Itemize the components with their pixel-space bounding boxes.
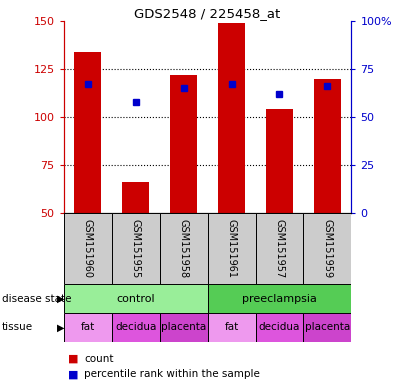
Text: GSM151959: GSM151959: [323, 219, 332, 278]
Text: GSM151961: GSM151961: [226, 219, 236, 278]
Text: ■: ■: [68, 354, 79, 364]
Text: count: count: [84, 354, 114, 364]
Bar: [64, 213, 112, 284]
Text: tissue: tissue: [2, 322, 33, 333]
Bar: [314, 79, 341, 213]
Bar: [266, 109, 293, 213]
Bar: [122, 182, 149, 213]
Bar: [159, 313, 208, 342]
Bar: [171, 75, 197, 213]
Text: placenta: placenta: [161, 322, 206, 333]
Bar: [208, 284, 351, 313]
Bar: [303, 213, 351, 284]
Text: ■: ■: [68, 369, 79, 379]
Text: control: control: [116, 293, 155, 304]
Text: GSM151960: GSM151960: [83, 219, 92, 278]
Title: GDS2548 / 225458_at: GDS2548 / 225458_at: [134, 7, 281, 20]
Bar: [256, 213, 303, 284]
Text: fat: fat: [81, 322, 95, 333]
Bar: [208, 313, 256, 342]
Bar: [256, 313, 303, 342]
Bar: [208, 213, 256, 284]
Bar: [112, 313, 159, 342]
Text: preeclampsia: preeclampsia: [242, 293, 317, 304]
Text: ▶: ▶: [57, 293, 65, 304]
Bar: [64, 313, 112, 342]
Bar: [64, 284, 208, 313]
Text: GSM151957: GSM151957: [275, 219, 284, 278]
Text: fat: fat: [224, 322, 239, 333]
Text: placenta: placenta: [305, 322, 350, 333]
Text: GSM151955: GSM151955: [131, 219, 141, 278]
Text: percentile rank within the sample: percentile rank within the sample: [84, 369, 260, 379]
Text: decidua: decidua: [115, 322, 156, 333]
Text: ▶: ▶: [57, 322, 65, 333]
Bar: [218, 23, 245, 213]
Bar: [112, 213, 159, 284]
Text: GSM151958: GSM151958: [179, 219, 189, 278]
Bar: [74, 52, 101, 213]
Text: disease state: disease state: [2, 293, 72, 304]
Bar: [303, 313, 351, 342]
Text: decidua: decidua: [259, 322, 300, 333]
Bar: [159, 213, 208, 284]
